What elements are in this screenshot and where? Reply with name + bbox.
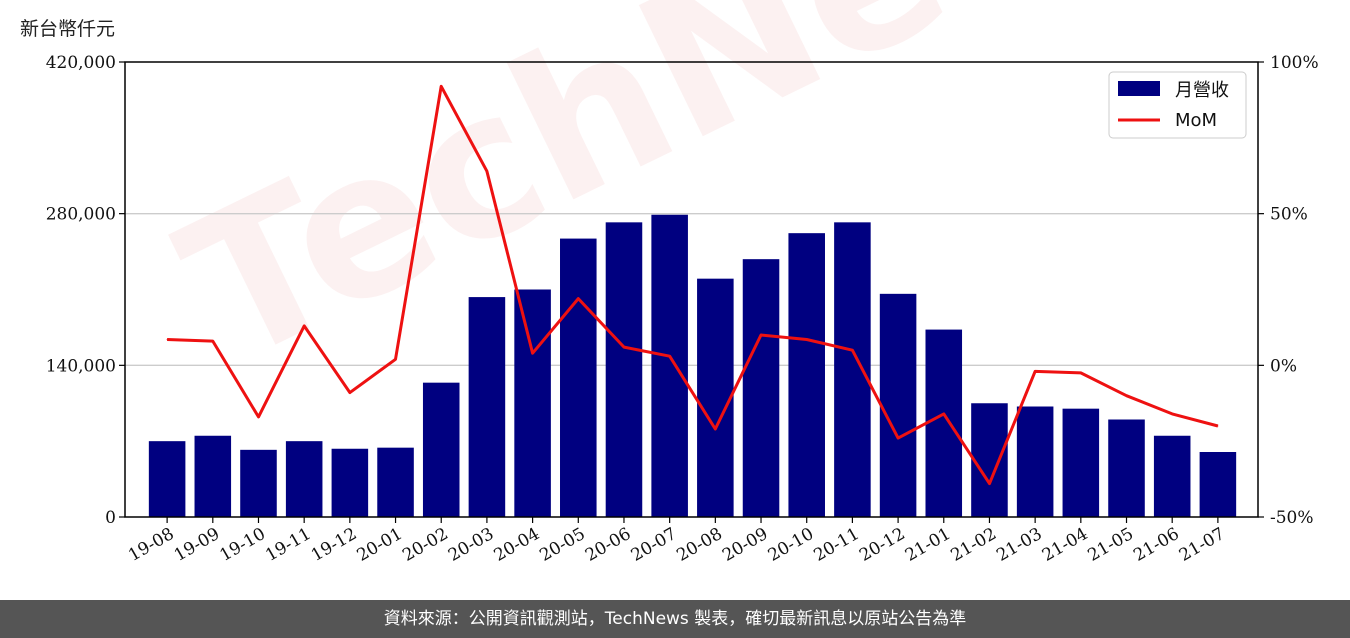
mom-point-20-08 (714, 428, 716, 430)
x-tick-label: 20-01 (354, 524, 406, 566)
bar-19-09 (194, 435, 232, 517)
bar-21-06 (1153, 435, 1191, 517)
x-tick-label: 21-02 (948, 524, 1000, 566)
mom-point-19-10 (257, 416, 259, 418)
y-right-tick-label: 50% (1270, 205, 1308, 225)
bar-20-05 (560, 238, 597, 518)
x-tick-label: 19-10 (217, 524, 269, 566)
bar-20-04 (514, 289, 551, 517)
mom-line (167, 84, 1219, 486)
bar-21-01 (925, 329, 963, 517)
mom-point-20-06 (623, 346, 625, 348)
x-tick-label: 21-04 (1039, 524, 1091, 566)
mom-point-20-04 (532, 352, 534, 354)
plot-frame (124, 61, 1259, 518)
x-tick-label: 20-07 (628, 524, 680, 566)
bar-19-08 (148, 441, 186, 517)
x-tick-label: 20-04 (491, 524, 543, 566)
y-left-tick-label: 420,000 (46, 53, 116, 73)
bar-20-08 (697, 278, 734, 517)
y-left-tick-label: 280,000 (46, 205, 116, 225)
mom-point-20-11 (851, 349, 853, 351)
mom-point-20-10 (806, 339, 808, 341)
bar-20-06 (605, 222, 643, 518)
bar-20-07 (651, 214, 688, 517)
bar-20-10 (788, 233, 825, 517)
bar-20-09 (742, 259, 780, 517)
mom-point-20-09 (760, 334, 762, 336)
mom-point-19-11 (303, 325, 305, 327)
x-tick-label: 20-10 (765, 524, 817, 566)
mom-point-21-05 (1126, 395, 1128, 397)
y-right-tick-label: -50% (1270, 508, 1314, 528)
x-tick-label: 21-07 (1176, 524, 1228, 566)
bar-21-02 (971, 403, 1008, 517)
x-tick-label: 21-03 (993, 524, 1045, 566)
bar-21-04 (1062, 408, 1100, 517)
legend-label-mom: MoM (1175, 110, 1217, 131)
x-tick-label: 20-08 (673, 524, 725, 566)
mom-point-20-01 (395, 358, 397, 360)
chart: 0 140,000 280,000 420,000 -50% 0% 50% 100% 19-08… (46, 53, 1319, 566)
bar-19-10 (240, 449, 277, 517)
mom-point-20-05 (577, 298, 579, 300)
mom-point-21-03 (1034, 370, 1036, 372)
legend-swatch-revenue (1118, 81, 1160, 96)
x-tick-label: 20-12 (856, 524, 908, 566)
x-tick-label: 19-12 (308, 524, 360, 566)
x-tick-label: 20-09 (719, 524, 771, 566)
x-tick-label: 20-05 (536, 524, 588, 566)
x-tick-label: 20-06 (582, 524, 634, 566)
bar-20-12 (879, 293, 917, 517)
mom-point-19-08 (166, 339, 168, 341)
x-tick-label: 20-11 (810, 524, 862, 566)
y-left-tick-label: 140,000 (46, 356, 116, 376)
bar-20-11 (834, 222, 871, 518)
mom-point-21-06 (1171, 413, 1173, 415)
x-tick-label: 21-01 (902, 524, 954, 566)
mom-point-20-12 (897, 437, 899, 439)
bar-20-01 (377, 447, 414, 517)
bar-19-11 (285, 441, 323, 517)
bar-21-07 (1199, 452, 1237, 517)
mom-point-19-09 (212, 340, 214, 342)
mom-point-20-02 (440, 85, 442, 87)
x-tick-label: 19-09 (171, 524, 223, 566)
x-tick-label: 21-05 (1085, 524, 1137, 566)
y-right-tick-label: 100% (1270, 53, 1319, 73)
legend-label-revenue: 月營收 (1175, 80, 1229, 101)
footer-source-note: 資料來源：公開資訊觀測站，TechNews 製表，確切最新訊息以原站公告為準 (0, 600, 1350, 638)
x-tick-label: 19-08 (125, 524, 177, 566)
x-tick-label: 21-06 (1130, 524, 1182, 566)
x-tick-label: 20-02 (399, 524, 451, 566)
x-tick-label: 19-11 (262, 524, 314, 566)
mom-point-21-07 (1217, 425, 1219, 427)
bar-21-05 (1108, 419, 1145, 517)
mom-point-20-07 (669, 355, 671, 357)
mom-point-21-02 (988, 483, 990, 485)
bar-20-02 (422, 382, 460, 517)
mom-point-19-12 (349, 392, 351, 394)
mom-point-20-03 (486, 170, 488, 172)
bar-19-12 (331, 448, 369, 517)
mom-point-21-04 (1080, 372, 1082, 374)
y-right-tick-label: 0% (1270, 356, 1297, 376)
y-axis-unit-label: 新台幣仟元 (20, 18, 116, 40)
x-tick-label: 20-03 (445, 524, 497, 566)
bar-21-03 (1016, 406, 1054, 517)
mom-point-21-01 (943, 413, 945, 415)
bar-20-03 (468, 297, 506, 517)
y-left-tick-label: 0 (105, 508, 116, 528)
